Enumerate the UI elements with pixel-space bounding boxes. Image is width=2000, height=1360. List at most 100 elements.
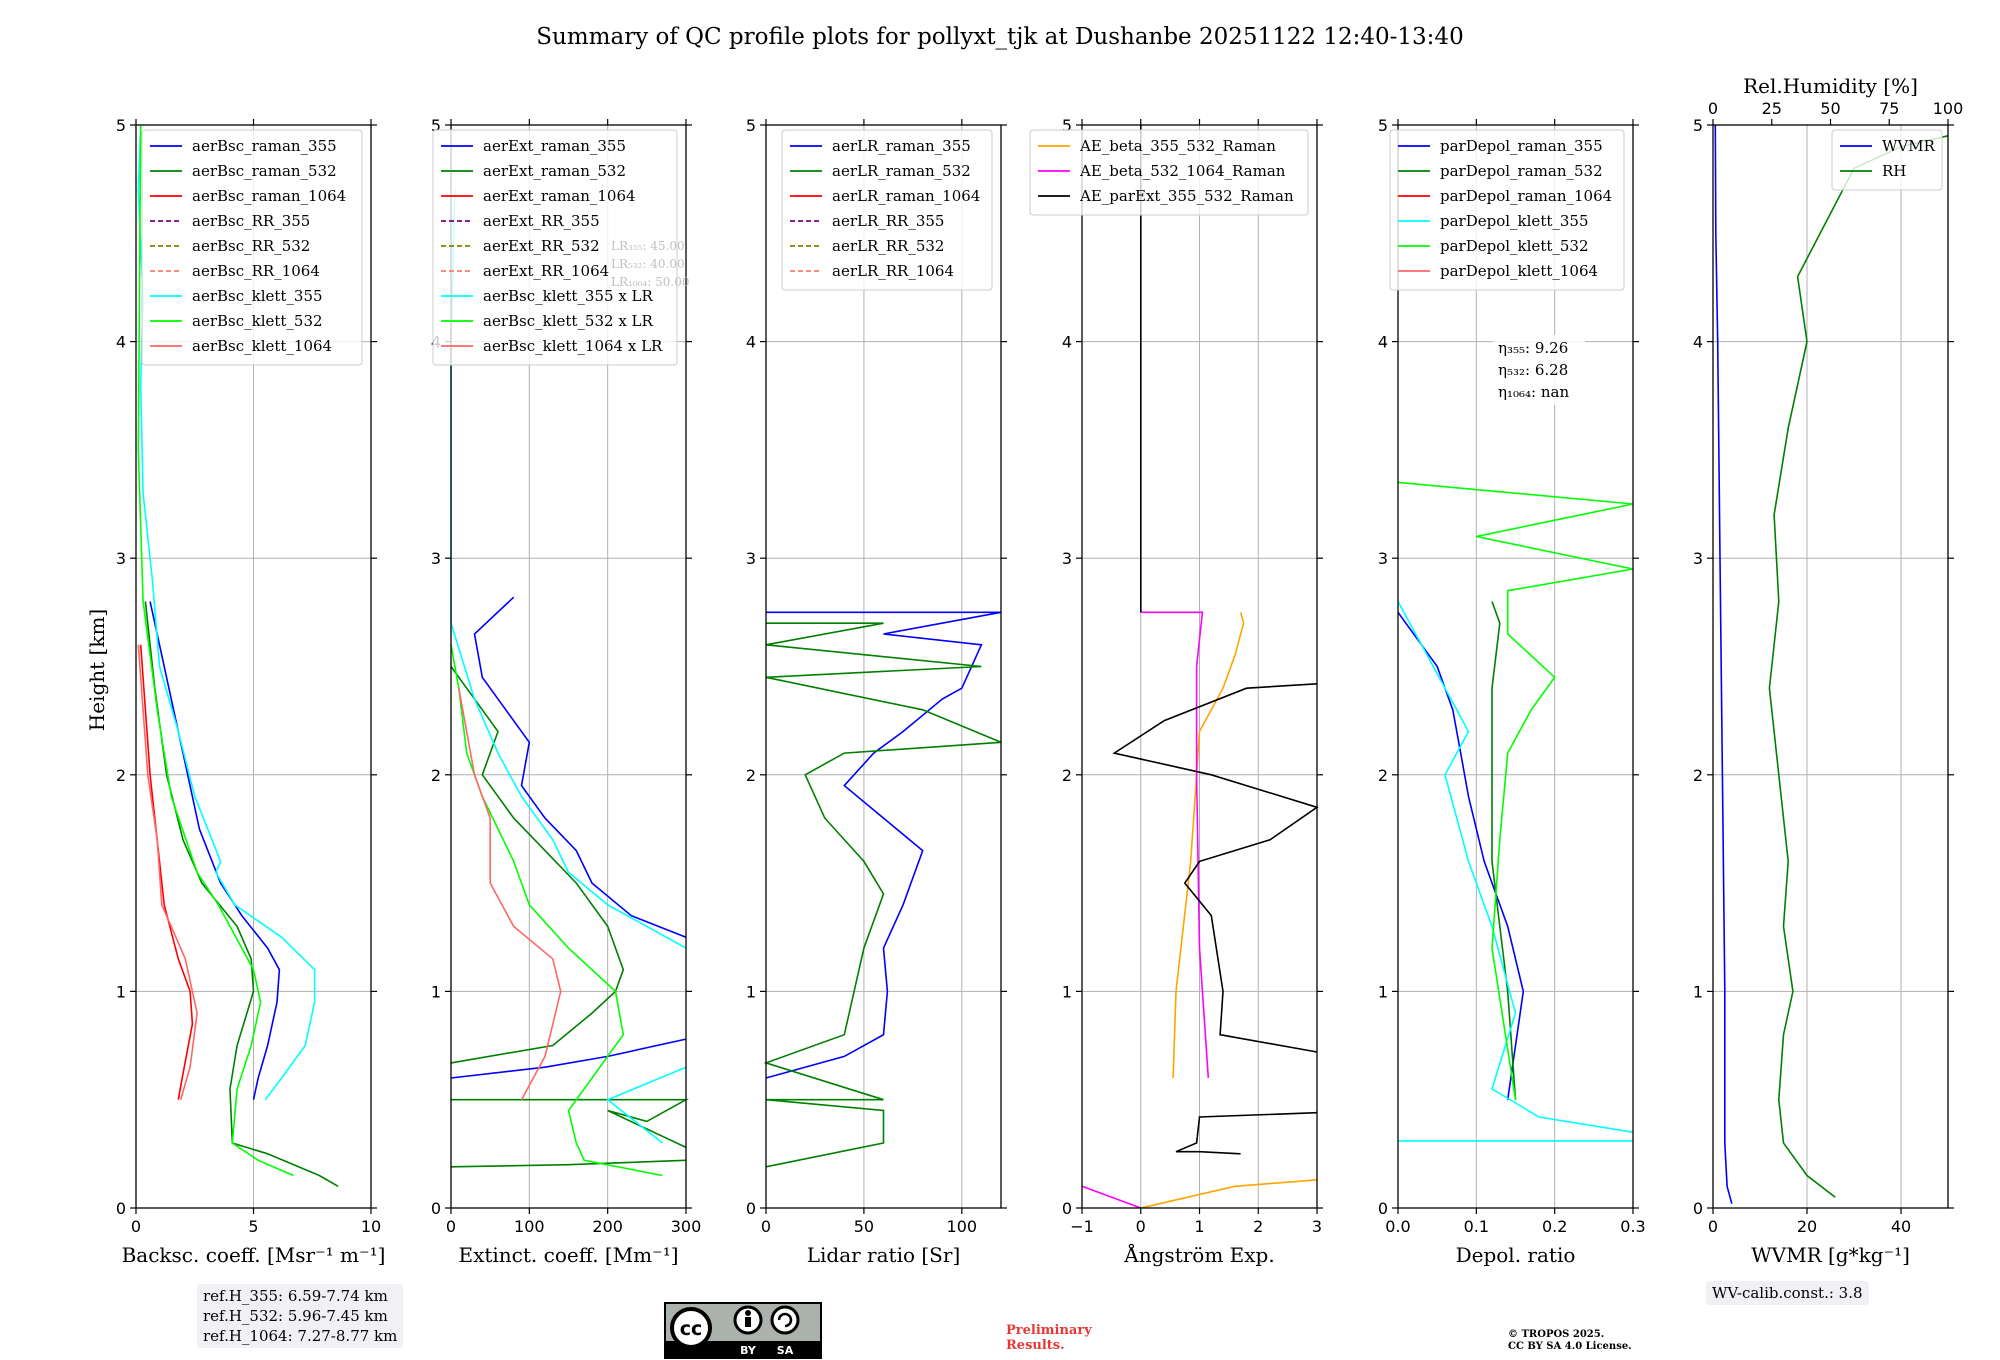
legend-label: aerBsc_klett_532: [192, 312, 323, 330]
legend-label: aerBsc_klett_532 x LR: [483, 312, 654, 330]
top-x-tick-label: 0: [1708, 99, 1718, 118]
y-tick-label: 4: [1062, 333, 1072, 352]
legend-label: parDepol_raman_355: [1440, 137, 1603, 155]
top-x-tick-label: 25: [1762, 99, 1782, 118]
legend-label: aerLR_raman_355: [832, 137, 971, 155]
lr-note: LR₁₀₆₄: 50.00: [611, 275, 689, 289]
legend: AE_beta_355_532_Raman AE_beta_532_1064_Ra…: [1029, 129, 1309, 216]
series-line-aerExt_raman_532_upper: [451, 1098, 690, 1149]
y-tick-label: 2: [746, 766, 756, 785]
x-tick-label: 40: [1891, 1217, 1911, 1236]
legend-box: [781, 129, 993, 291]
y-tick-label: 5: [746, 116, 756, 135]
legend: aerLR_raman_355 aerLR_raman_532 aerLR_rama…: [781, 129, 993, 291]
x-tick-label: 5: [248, 1217, 258, 1236]
top-x-tick-label: 75: [1879, 99, 1899, 118]
copyright-line-1: © TROPOS 2025.: [1508, 1329, 1605, 1340]
legend-label: aerLR_raman_532: [832, 162, 971, 180]
x-tick-label: 0: [446, 1217, 456, 1236]
y-tick-label: 5: [1062, 116, 1072, 135]
legend-label: parDepol_klett_532: [1440, 237, 1589, 255]
series-line-aerExt_raman_532_mid: [450, 666, 625, 1064]
x-tick-label: 50: [854, 1217, 874, 1236]
legend-label: aerBsc_klett_355 x LR: [483, 287, 654, 305]
y-tick-label: 2: [1693, 766, 1703, 785]
legend: parDepol_raman_355 parDepol_raman_532 parD…: [1389, 129, 1625, 291]
sa-icon: [770, 1305, 800, 1335]
legend-label: aerExt_RR_532: [483, 237, 600, 255]
legend-label: aerLR_raman_1064: [832, 187, 980, 205]
legend-label: AE_beta_355_532_Raman: [1079, 137, 1276, 155]
legend-label: aerLR_RR_532: [832, 237, 944, 255]
x-tick-label: 20: [1797, 1217, 1817, 1236]
preliminary-results-label: Preliminary Results.: [1006, 1323, 1092, 1353]
eta-note: η₁₀₆₄: nan: [1498, 383, 1569, 401]
legend-label: aerBsc_raman_532: [192, 162, 337, 180]
lr-note: LR₅₃₂: 40.00: [611, 257, 685, 271]
y-tick-label: 1: [116, 982, 126, 1001]
x-tick-label: 0.2: [1542, 1217, 1567, 1236]
y-tick-label: 3: [1062, 549, 1072, 568]
series-line-RH: [1768, 135, 1949, 1198]
x-tick-label: 1: [1194, 1217, 1204, 1236]
top-x-axis-label: Rel.Humidity [%]: [1743, 74, 1918, 98]
legend-label: aerBsc_RR_1064: [192, 262, 320, 280]
x-tick-label: 0: [761, 1217, 771, 1236]
x-tick-label: 0.1: [1464, 1217, 1489, 1236]
x-tick-label: 100: [947, 1217, 978, 1236]
series-line-aerLR_raman_355: [765, 611, 1002, 1079]
y-tick-label: 1: [1693, 982, 1703, 1001]
x-tick-label: −1: [1070, 1217, 1094, 1236]
legend: aerExt_raman_355 aerExt_raman_532 aerExt_r…: [432, 129, 678, 366]
y-tick-label: 1: [1062, 982, 1072, 1001]
x-tick-label: 0.0: [1385, 1217, 1410, 1236]
eta-note: η₃₅₅: 9.26: [1498, 339, 1568, 357]
series-line-parDepol_raman_355: [1397, 611, 1525, 1100]
legend-label: parDepol_raman_532: [1440, 162, 1603, 180]
legend-label: parDepol_raman_1064: [1440, 187, 1612, 205]
axes-frame: [450, 124, 687, 1209]
y-tick-label: 0: [116, 1199, 126, 1218]
y-tick-label: 3: [746, 549, 756, 568]
series-line-AE_parExt_355_532_Raman_low: [1175, 1111, 1318, 1155]
eta-note-box: [1493, 335, 1585, 405]
y-tick-label: 5: [1693, 116, 1703, 135]
panel-3: 0 50 100 0 1 2 3 4 5 Lidar ratio [Sr] aerLR_raman_…: [746, 116, 1007, 1267]
legend-label: aerBsc_raman_355: [192, 137, 337, 155]
series-line-WVMR: [1714, 124, 1733, 1204]
cc-by-sa-badge[interactable]: cc BY SA: [664, 1302, 822, 1359]
legend-box: [141, 129, 363, 366]
figure-title: Summary of QC profile plots for pollyxt_…: [536, 24, 1463, 50]
y-tick-label: 2: [431, 766, 441, 785]
series-line-AE_beta_355_532_Raman_low: [1140, 1179, 1318, 1209]
series-line-aerLR_raman_532: [763, 622, 1002, 1168]
y-tick-label: 5: [431, 116, 441, 135]
y-tick-label: 0: [431, 1199, 441, 1218]
x-tick-label: 200: [592, 1217, 623, 1236]
axes-frame: [1397, 124, 1634, 1209]
legend-label: aerBsc_klett_1064 x LR: [483, 337, 663, 355]
series-line-parDepol_klett_532: [1397, 481, 1634, 1100]
y-tick-label: 1: [1378, 982, 1388, 1001]
panel-1: 0 5 10 0 1 2 3 4 5 Backsc. coeff. [Msr⁻¹ m⁻¹] aerB…: [116, 116, 386, 1267]
legend-label: parDepol_klett_1064: [1440, 262, 1598, 280]
legend-label: aerBsc_RR_355: [192, 212, 310, 230]
x-axis-label: WVMR [g*kg⁻¹]: [1751, 1243, 1910, 1267]
eta-note: η₅₃₂: 6.28: [1498, 361, 1568, 379]
y-tick-label: 0: [1062, 1199, 1072, 1218]
y-tick-label: 5: [116, 116, 126, 135]
legend-label: aerBsc_raman_1064: [192, 187, 346, 205]
x-tick-label: 10: [361, 1217, 381, 1236]
y-tick-label: 3: [1693, 549, 1703, 568]
x-tick-label: 0: [131, 1217, 141, 1236]
series-line-aerBsc_raman_355: [149, 601, 281, 1100]
copyright-line-2: CC BY SA 4.0 License.: [1508, 1341, 1632, 1352]
legend-label: AE_beta_532_1064_Raman: [1079, 162, 1286, 180]
series-line-aerBsc_raman_532: [144, 601, 339, 1187]
x-tick-label: 2: [1253, 1217, 1263, 1236]
x-axis-label: Depol. ratio: [1456, 1243, 1576, 1267]
series-line-aerBsc_raman_1064: [139, 644, 194, 1100]
